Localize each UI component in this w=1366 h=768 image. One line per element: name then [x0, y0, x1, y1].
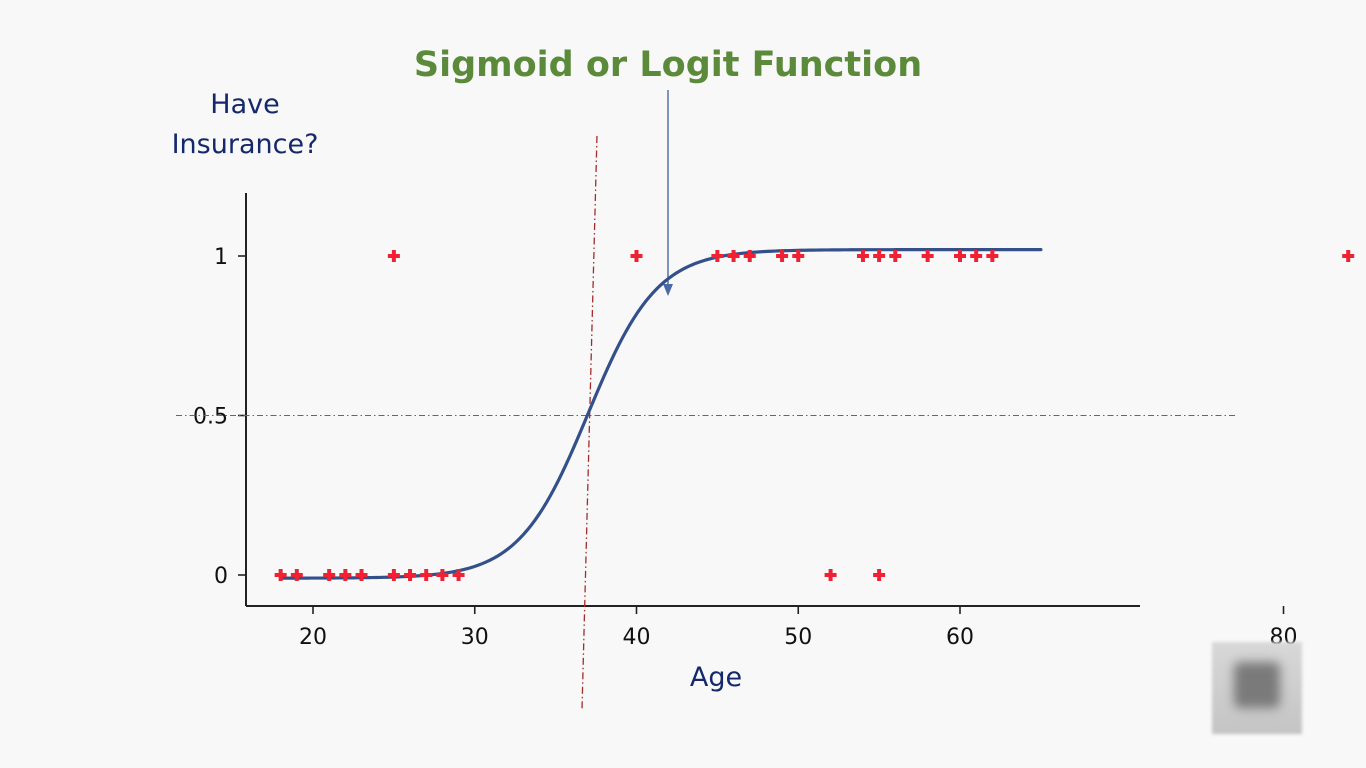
data-point: [954, 250, 966, 262]
x-tick-label: 60: [946, 625, 974, 650]
data-point: [630, 250, 643, 262]
annotation-title: Sigmoid or Logit Function: [414, 45, 922, 85]
data-point: [339, 569, 352, 581]
data-point: [873, 569, 886, 581]
annotation-arrow-head: [663, 284, 673, 296]
points-group: [274, 250, 1355, 581]
data-point: [436, 569, 449, 581]
y-axis-label-line2: Insurance?: [172, 129, 319, 160]
sigmoid-curve: [279, 248, 1043, 580]
data-point: [873, 250, 886, 262]
x-tick-label: 30: [461, 625, 489, 650]
x-axis-label: Age: [690, 662, 742, 693]
guides-group: [176, 135, 1238, 711]
data-point: [792, 250, 805, 262]
data-point: [355, 569, 368, 581]
data-point: [727, 250, 740, 262]
data-point: [323, 569, 336, 581]
data-point: [387, 569, 400, 581]
y-tick-label: 0: [214, 564, 228, 589]
data-point: [387, 250, 400, 262]
data-point: [824, 569, 837, 581]
curve-group: [279, 248, 1043, 580]
data-point: [986, 250, 999, 262]
data-point: [404, 569, 417, 581]
data-point: [1342, 250, 1355, 262]
logo-mark: [1234, 662, 1280, 708]
x-tick-label: 50: [784, 625, 812, 650]
data-point: [776, 250, 789, 262]
y-tick-label: 0.5: [193, 405, 228, 430]
data-point: [711, 250, 724, 262]
x-tick-label: 20: [299, 625, 327, 650]
x-tick-label: 40: [623, 625, 651, 650]
data-point: [452, 569, 465, 581]
data-point: [921, 250, 934, 262]
data-point: [743, 250, 756, 262]
data-point: [290, 569, 303, 581]
data-point: [889, 250, 902, 262]
data-point: [274, 569, 287, 581]
y-tick-label: 1: [214, 245, 228, 270]
data-point: [420, 569, 433, 581]
logo: [1212, 642, 1302, 734]
data-point: [856, 250, 869, 262]
data-point: [970, 250, 983, 262]
y-axis-label-line1: Have: [210, 89, 279, 120]
